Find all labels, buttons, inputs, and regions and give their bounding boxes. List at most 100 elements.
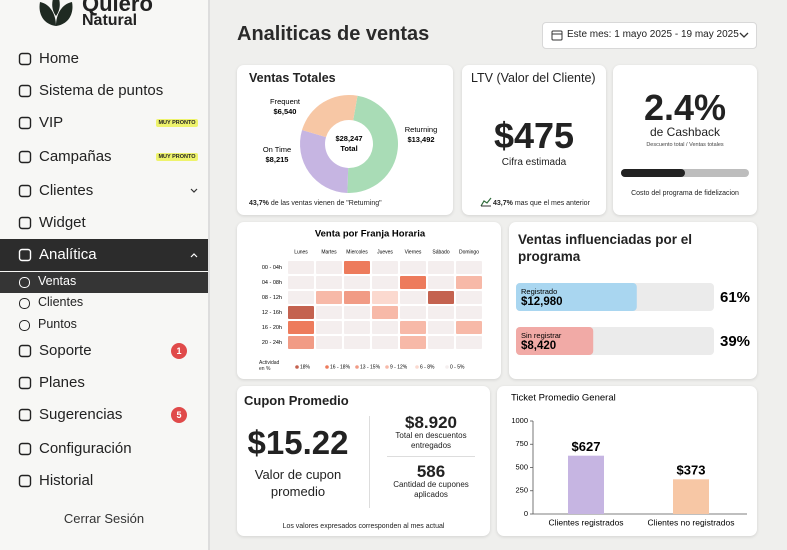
legend-label: 0 - 5% xyxy=(450,364,465,370)
menu-icon xyxy=(18,216,32,230)
menu-icon xyxy=(18,248,32,262)
heat-cell xyxy=(456,306,482,319)
menu-item[interactable]: Home xyxy=(39,50,80,67)
card-title: Cupon Promedio xyxy=(244,393,349,408)
active-band xyxy=(0,239,208,271)
chevron xyxy=(739,32,749,38)
chevron[interactable] xyxy=(190,188,198,194)
cashback-card: 2.4% de Cashback Descuento total / Venta… xyxy=(613,65,757,215)
heat-cell xyxy=(428,261,454,274)
logout[interactable]: Cerrar Sesión xyxy=(63,511,145,526)
sidebar: Quiero Natural Cerrar Sesión Home Sistema… xyxy=(0,0,210,550)
x-label: Martes xyxy=(321,249,337,255)
menu-item[interactable]: VIP xyxy=(39,114,64,131)
footer-value: 43,7% xyxy=(249,200,269,207)
menu-item[interactable]: Clientes xyxy=(39,182,94,199)
legend-label: 18% xyxy=(300,364,311,370)
submenu-item[interactable]: Puntos xyxy=(38,317,77,331)
kpi-caption: de Cashback xyxy=(649,125,721,139)
heat-cell xyxy=(288,336,314,349)
y-label: 12 - 16h xyxy=(262,310,282,316)
value-label: $627 xyxy=(572,439,601,454)
legend-dot xyxy=(385,365,389,369)
date-picker[interactable]: Este mes: 1 mayo 2025 - 19 may 2025 xyxy=(542,22,757,49)
heat-cell xyxy=(400,306,426,319)
card-title: Ventas influenciadas por el programa xyxy=(518,232,693,264)
bar-label: Sin registrar xyxy=(521,331,562,340)
bar xyxy=(568,455,604,514)
slice-name: On Time xyxy=(263,145,291,154)
active-subband xyxy=(0,272,208,293)
chart: Ticket Promedio General 0 250 500 750 1000 $62… xyxy=(511,393,747,527)
menu-icon xyxy=(18,116,32,130)
heat-cell xyxy=(316,291,342,304)
menu-item[interactable]: Sugerencias xyxy=(39,406,123,423)
footer-text: de las ventas vienen de "Returning" xyxy=(270,200,382,207)
divider xyxy=(369,416,370,508)
legend-dot xyxy=(445,365,449,369)
heat-cell xyxy=(344,261,370,274)
kpi-caption: Valor de cupon promedio xyxy=(254,467,342,499)
heat-cell xyxy=(400,321,426,334)
menu-item[interactable]: Analítica xyxy=(39,246,97,263)
menu-item[interactable]: Planes xyxy=(39,374,85,391)
kpi-value: $8.920 xyxy=(405,413,457,432)
menu-icon xyxy=(18,52,32,66)
heat-cell xyxy=(400,336,426,349)
card-footer: Los valores expresados corresponden al m… xyxy=(282,523,445,530)
menu-item[interactable]: Configuración xyxy=(39,440,132,457)
pie-slice xyxy=(302,95,358,138)
heat-cell xyxy=(400,276,426,289)
y-label: 00 - 04h xyxy=(262,265,282,271)
chart-title: Ticket Promedio General xyxy=(511,393,616,404)
heat-cell xyxy=(288,321,314,334)
y-tick-label: 0 xyxy=(524,509,528,518)
menu-icon xyxy=(18,474,32,488)
heat-cell xyxy=(288,306,314,319)
menu-icon xyxy=(18,344,32,358)
logo-text: Natural xyxy=(82,12,138,29)
heat-cell xyxy=(428,291,454,304)
legend-label: 13 - 15% xyxy=(360,364,381,370)
pie-total: $28,247 xyxy=(335,134,362,143)
change-value: 43,7% xyxy=(493,200,513,207)
pie-total-label: Total xyxy=(340,144,357,153)
chevron[interactable] xyxy=(190,252,198,258)
heat-cell xyxy=(316,306,342,319)
logo-text: Quiero xyxy=(82,0,153,16)
x-label: Lunes xyxy=(294,249,308,255)
y-label: 08 - 12h xyxy=(262,295,282,301)
trend-icon xyxy=(480,197,492,207)
bar-amount: $8,420 xyxy=(521,340,556,352)
menu-icon xyxy=(18,184,32,198)
menu-item[interactable]: Historial xyxy=(39,472,94,489)
menu-icon xyxy=(18,408,32,422)
heat-cell xyxy=(428,321,454,334)
menu-item[interactable]: Widget xyxy=(39,214,86,231)
count-badge: 5 xyxy=(171,407,187,423)
heat-cell xyxy=(400,291,426,304)
menu-icon xyxy=(18,376,32,390)
submenu-item[interactable]: Clientes xyxy=(38,295,84,309)
heat-cell xyxy=(400,261,426,274)
bar-label: Registrado xyxy=(521,287,557,296)
menu-item[interactable]: Campañas xyxy=(39,148,112,165)
menu-item[interactable]: Sistema de puntos xyxy=(39,82,164,99)
kpi-caption: Cifra estimada xyxy=(501,157,567,168)
heat-cell xyxy=(288,276,314,289)
logo-icon xyxy=(39,0,73,26)
menu-item[interactable]: Soporte xyxy=(39,342,92,359)
heat-cell xyxy=(428,276,454,289)
y-label: 16 - 20h xyxy=(262,325,282,331)
x-tick-label: Clientes no registrados xyxy=(648,517,735,527)
ticket-card: Ticket Promedio General 0 250 500 750 1000 $62… xyxy=(497,386,757,536)
date-range: Este mes: 1 mayo 2025 - 19 may 2025 xyxy=(567,29,739,40)
x-label: Miercoles xyxy=(346,249,368,255)
menu-icon xyxy=(18,150,32,164)
x-label: Viernes xyxy=(405,249,422,255)
ltv-card: LTV (Valor del Cliente) $475 Cifra estim… xyxy=(462,65,606,215)
submenu-item[interactable]: Ventas xyxy=(38,274,77,288)
kpi-caption: Cantidad de cupones aplicados xyxy=(393,480,469,499)
heat-cell xyxy=(456,261,482,274)
progress-track xyxy=(621,169,749,177)
